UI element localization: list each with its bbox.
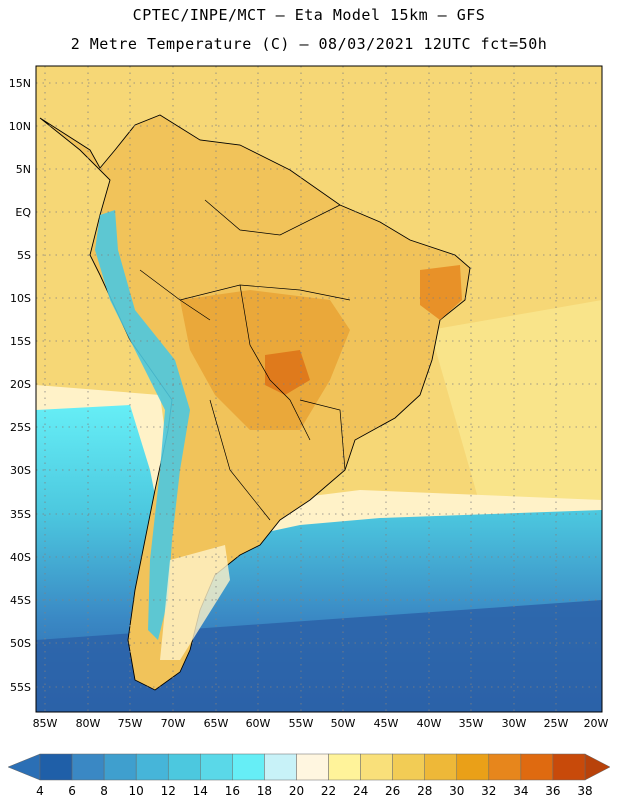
lat-label: 25S bbox=[10, 421, 31, 434]
lat-label: 15S bbox=[10, 335, 31, 348]
lon-label: 80W bbox=[76, 717, 101, 730]
colorbar-label: 8 bbox=[100, 784, 108, 798]
colorbar-swatch bbox=[360, 753, 393, 781]
colorbar-label: 12 bbox=[161, 784, 176, 798]
colorbar-label: 24 bbox=[353, 784, 368, 798]
colorbar-label: 4 bbox=[36, 784, 44, 798]
colorbar-swatch bbox=[456, 753, 490, 781]
lat-label: EQ bbox=[15, 206, 31, 219]
lon-label: 55W bbox=[289, 717, 314, 730]
colorbar-swatch bbox=[424, 753, 458, 781]
lat-label: 10S bbox=[10, 292, 31, 305]
colorbar-swatch bbox=[328, 753, 361, 781]
colorbar-label: 18 bbox=[257, 784, 272, 798]
colorbar-label: 36 bbox=[545, 784, 560, 798]
colorbar-label: 10 bbox=[129, 784, 144, 798]
map-title-line-1: CPTEC/INPE/MCT – Eta Model 15km – GFS bbox=[132, 6, 486, 24]
colorbar-left-arrow bbox=[7, 753, 41, 781]
colorbar-swatch bbox=[71, 753, 105, 781]
colorbar-swatch bbox=[552, 753, 586, 781]
colorbar-label: 28 bbox=[417, 784, 432, 798]
lon-label: 35W bbox=[459, 717, 484, 730]
lat-label: 40S bbox=[10, 551, 31, 564]
lat-label: 35S bbox=[10, 508, 31, 521]
colorbar-swatch bbox=[520, 753, 554, 781]
lon-label: 40W bbox=[417, 717, 442, 730]
colorbar-swatch bbox=[264, 753, 297, 781]
colorbar: 4 6 8 10 12 14 16 18 20 22 24 26 28 30 32 34 36 38 bbox=[7, 753, 611, 798]
country-borders bbox=[139, 199, 351, 521]
lon-label: 30W bbox=[502, 717, 527, 730]
colorbar-label: 26 bbox=[385, 784, 400, 798]
colorbar-label: 30 bbox=[449, 784, 464, 798]
colorbar-swatch bbox=[103, 753, 137, 781]
colorbar-swatch bbox=[392, 753, 425, 781]
colorbar-label: 6 bbox=[68, 784, 76, 798]
colorbar-label: 20 bbox=[289, 784, 304, 798]
ocean-warm-band bbox=[430, 300, 602, 505]
latitude-axis: 15N 10N 5N EQ 5S 10S 15S 20S 25S 30S 35S… bbox=[9, 77, 32, 694]
lon-label: 70W bbox=[161, 717, 186, 730]
colorbar-label: 32 bbox=[481, 784, 496, 798]
lat-label: 55S bbox=[10, 681, 31, 694]
lat-label: 15N bbox=[9, 77, 31, 90]
lon-label: 85W bbox=[33, 717, 58, 730]
lon-label: 45W bbox=[374, 717, 399, 730]
colorbar-label: 22 bbox=[321, 784, 336, 798]
lat-label: 30S bbox=[10, 464, 31, 477]
ne-brazil-heat bbox=[420, 265, 462, 320]
lon-label: 65W bbox=[204, 717, 229, 730]
lat-label: 5S bbox=[17, 249, 31, 262]
andes-cold-strip bbox=[95, 210, 190, 640]
colorbar-label: 16 bbox=[225, 784, 240, 798]
lon-label: 20W bbox=[584, 717, 609, 730]
colorbar-swatch bbox=[296, 753, 329, 781]
colorbar-label: 14 bbox=[193, 784, 208, 798]
map-frame bbox=[35, 65, 603, 713]
colorbar-swatch bbox=[232, 753, 265, 781]
colorbar-label: 34 bbox=[513, 784, 528, 798]
colorbar-right-arrow bbox=[584, 753, 611, 781]
lat-label: 50S bbox=[10, 637, 31, 650]
hot-spot bbox=[265, 350, 310, 395]
colorbar-label: 38 bbox=[577, 784, 592, 798]
lat-label: 5N bbox=[16, 163, 31, 176]
map-field bbox=[36, 66, 602, 712]
deep-south-ocean bbox=[36, 600, 602, 712]
patagonia-cool bbox=[160, 545, 230, 660]
lon-label: 75W bbox=[118, 717, 143, 730]
longitude-axis: 85W 80W 75W 70W 65W 60W 55W 50W 45W 40W … bbox=[33, 717, 609, 730]
lat-label: 10N bbox=[9, 120, 31, 133]
lat-label: 20S bbox=[10, 378, 31, 391]
lon-label: 50W bbox=[331, 717, 356, 730]
colorbar-swatch bbox=[167, 753, 201, 781]
lon-label: 60W bbox=[246, 717, 271, 730]
map-title-line-2: 2 Metre Temperature (C) – 08/03/2021 12U… bbox=[70, 35, 548, 53]
lon-label: 25W bbox=[544, 717, 569, 730]
colorbar-swatch bbox=[488, 753, 522, 781]
colorbar-swatch bbox=[135, 753, 169, 781]
lat-label: 45S bbox=[10, 594, 31, 607]
colorbar-swatch bbox=[39, 753, 73, 781]
colorbar-swatch bbox=[200, 753, 233, 781]
